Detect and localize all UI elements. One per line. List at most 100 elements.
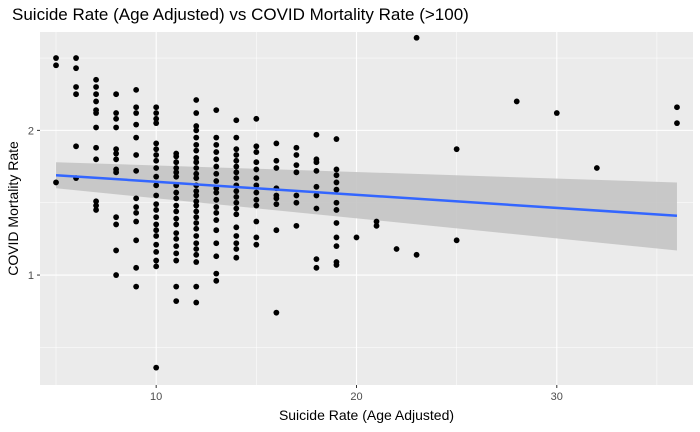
data-point — [313, 205, 320, 212]
data-point — [133, 167, 140, 174]
data-point — [193, 170, 200, 177]
data-point — [193, 154, 200, 161]
data-point — [193, 198, 200, 205]
data-point — [93, 124, 99, 131]
data-point — [173, 189, 180, 196]
data-point — [333, 179, 340, 186]
data-point — [233, 254, 240, 261]
data-point — [273, 201, 280, 208]
data-point — [273, 227, 280, 234]
data-point — [133, 152, 140, 158]
data-point — [253, 182, 260, 189]
data-point — [674, 120, 680, 127]
data-point — [453, 146, 460, 153]
data-point — [173, 173, 180, 180]
data-point — [293, 169, 300, 176]
data-point — [133, 121, 140, 128]
data-point — [153, 104, 160, 111]
data-point — [233, 240, 240, 247]
data-point — [253, 149, 260, 155]
data-point — [133, 110, 140, 116]
data-point — [273, 165, 280, 171]
data-point — [293, 192, 300, 199]
data-point — [233, 146, 240, 153]
x-tick-label: 20 — [350, 391, 362, 403]
data-point — [233, 157, 240, 164]
data-point — [293, 144, 300, 151]
data-point — [233, 163, 240, 170]
data-point — [193, 110, 200, 116]
data-point — [93, 110, 99, 116]
data-point — [373, 222, 380, 229]
data-point — [53, 179, 59, 186]
data-point — [153, 227, 160, 234]
data-point — [93, 156, 99, 163]
data-point — [93, 202, 99, 209]
data-point — [73, 91, 79, 98]
data-point — [173, 221, 180, 228]
data-point — [333, 262, 340, 268]
data-point — [213, 253, 220, 260]
data-point — [253, 159, 260, 166]
data-point — [393, 246, 400, 252]
data-point — [193, 240, 200, 247]
data-point — [153, 214, 160, 221]
data-point — [93, 76, 99, 83]
data-point — [173, 243, 180, 250]
data-point — [313, 183, 320, 190]
data-point — [253, 143, 260, 150]
data-point — [213, 196, 220, 203]
data-point — [173, 153, 180, 160]
data-point — [133, 264, 140, 271]
data-point — [193, 123, 200, 129]
data-point — [153, 120, 160, 127]
data-point — [113, 146, 120, 153]
data-point — [153, 207, 160, 213]
data-point — [193, 175, 200, 182]
data-point — [173, 257, 180, 264]
data-point — [213, 107, 220, 114]
y-axis: 12 — [28, 125, 40, 282]
data-point — [213, 209, 220, 216]
data-point — [133, 209, 140, 216]
y-axis-title: COVID Mortality Rate — [5, 141, 21, 276]
data-point — [553, 110, 560, 116]
data-point — [173, 230, 180, 236]
data-point — [153, 263, 160, 270]
data-point — [93, 98, 99, 105]
data-point — [113, 221, 120, 228]
y-tick-label: 2 — [28, 125, 34, 137]
data-point — [313, 192, 320, 199]
data-point — [253, 189, 260, 196]
data-point — [333, 186, 340, 193]
data-point — [153, 249, 160, 255]
data-point — [113, 169, 120, 176]
data-point — [333, 234, 340, 241]
data-point — [313, 159, 320, 166]
data-point — [93, 84, 99, 90]
data-point — [173, 169, 180, 176]
data-point — [233, 205, 240, 212]
data-point — [293, 199, 300, 206]
data-point — [193, 188, 200, 195]
data-point — [53, 55, 59, 61]
data-point — [93, 207, 99, 213]
data-point — [253, 175, 260, 182]
data-point — [133, 104, 140, 111]
data-point — [293, 152, 300, 158]
data-point — [233, 188, 240, 195]
data-point — [293, 222, 300, 229]
data-point — [213, 240, 220, 247]
data-point — [233, 117, 240, 124]
data-point — [173, 195, 180, 202]
data-point — [233, 246, 240, 252]
data-point — [113, 156, 120, 163]
data-point — [133, 283, 140, 290]
data-point — [253, 218, 260, 225]
data-point — [153, 182, 160, 189]
data-point — [113, 91, 120, 98]
data-point — [153, 165, 160, 171]
data-point — [133, 218, 140, 225]
data-point — [213, 270, 220, 277]
